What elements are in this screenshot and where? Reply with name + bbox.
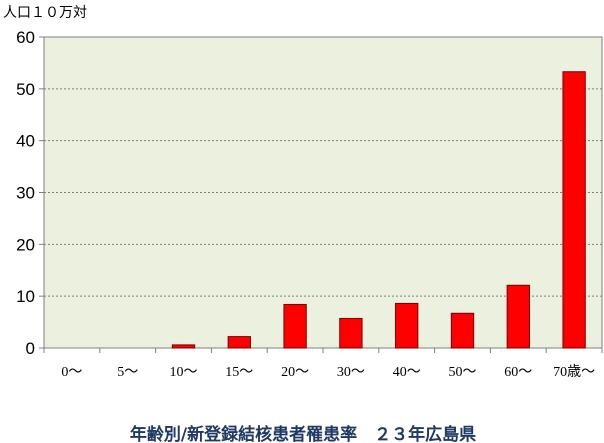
- y-tick-label: 50: [16, 80, 35, 99]
- x-tick-label: 60～: [504, 365, 532, 380]
- x-tick-label: 5～: [117, 365, 138, 380]
- x-tick-label: 10～: [170, 365, 198, 380]
- y-tick-label: 20: [16, 235, 35, 254]
- bar-7: [450, 312, 475, 349]
- y-tick-label: 40: [16, 132, 35, 151]
- bar-4: [283, 303, 307, 349]
- x-tick-label: 30～: [337, 365, 365, 380]
- bar-2: [171, 344, 196, 349]
- x-tick-label: 0～: [61, 365, 82, 380]
- bar-3: [227, 336, 251, 349]
- bar-9: [562, 71, 586, 349]
- y-tick-label: 30: [16, 184, 35, 203]
- x-tick-label: 50～: [449, 365, 477, 380]
- y-tick-label: 0: [26, 339, 35, 358]
- x-tick-label: 40～: [393, 365, 421, 380]
- x-tick-label: 15～: [225, 365, 253, 380]
- plot-area: 0 10 20 30 40 50 60 0～ 5～ 10～ 15～ 20～ 30～ 40～ 50～ 60～ 70…: [16, 28, 603, 380]
- y-axis-unit-label: 人口１０万対: [3, 5, 87, 21]
- bar-5: [339, 317, 363, 349]
- x-tick-label: 20～: [281, 365, 309, 380]
- bar-8: [506, 284, 530, 349]
- x-tick-label: 70歳～: [553, 364, 595, 380]
- bar-6: [395, 302, 419, 349]
- y-tick-label: 10: [16, 287, 35, 306]
- y-tick-label: 60: [16, 28, 35, 47]
- chart-title: 年齢別/新登録結核患者罹患率 ２３年広島県: [130, 424, 476, 443]
